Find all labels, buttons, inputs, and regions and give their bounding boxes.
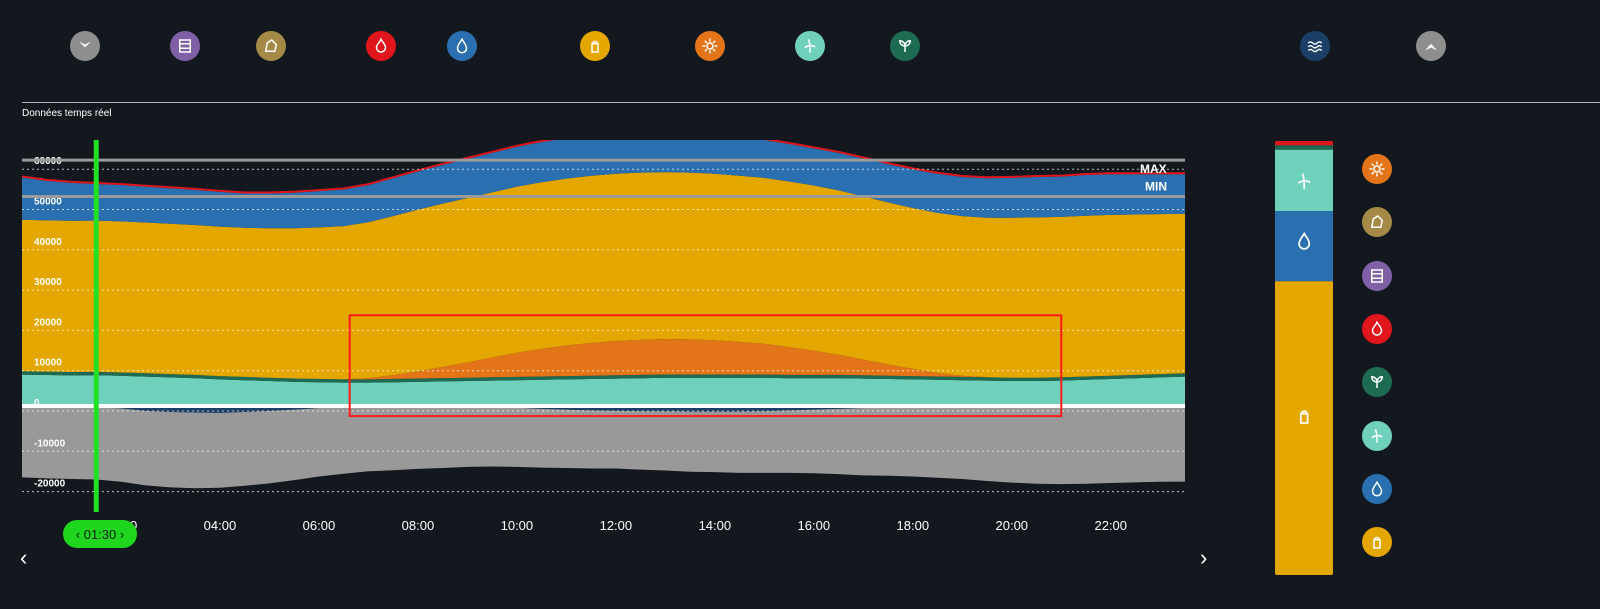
production-area-chart[interactable]: 60000 50000 40000 30000 20000 10000 0 -10000 -20… xyxy=(0,140,1220,540)
x-tick-label: 04:00 xyxy=(204,518,237,533)
eolien-icon xyxy=(1362,420,1392,451)
fioul-icon xyxy=(170,31,200,61)
legend-row xyxy=(1362,419,1587,453)
y-tick-label: 10000 xyxy=(34,358,62,369)
x-tick-label: 22:00 xyxy=(1094,518,1127,533)
min-label: MIN xyxy=(1145,179,1167,193)
x-tick-label: 16:00 xyxy=(798,518,831,533)
fioul-icon xyxy=(1362,260,1392,291)
mix-segment-bioénergies xyxy=(1275,145,1333,150)
legend-row xyxy=(1362,152,1587,186)
y-tick-label: -10000 xyxy=(34,438,66,449)
y-tick-label: 40000 xyxy=(34,237,62,248)
next-day-button[interactable]: › xyxy=(1200,545,1208,570)
y-tick-label: -20000 xyxy=(34,479,66,490)
x-tick-label: 14:00 xyxy=(699,518,732,533)
area-éolien xyxy=(22,374,1185,406)
hydraulique-icon xyxy=(1362,473,1392,504)
nucleaire-icon xyxy=(1299,410,1309,424)
legend-row xyxy=(1362,312,1587,346)
chevron-right-icon: › xyxy=(116,526,125,542)
realtime-label: Données temps réel xyxy=(22,108,112,119)
y-tick-label: 20000 xyxy=(34,317,62,328)
legend-row xyxy=(1362,525,1587,559)
legend-row xyxy=(1362,205,1587,239)
y-tick-label: 30000 xyxy=(34,277,62,288)
gaz-icon xyxy=(1362,313,1392,344)
y-tick-label: 60000 xyxy=(34,156,62,167)
y-tick-label: 0 xyxy=(34,398,40,409)
legend-row xyxy=(1362,259,1587,293)
bioenergies-icon xyxy=(1362,367,1392,398)
solaire-icon xyxy=(1362,154,1392,184)
pompage-icon xyxy=(1300,31,1330,61)
energy-mix-bar xyxy=(1275,141,1333,575)
nucleaire-icon xyxy=(1362,527,1392,558)
x-tick-label: 08:00 xyxy=(402,518,435,533)
legend-row xyxy=(1362,472,1587,506)
chevron-left-icon: ‹ xyxy=(75,526,84,542)
x-tick-label: 10:00 xyxy=(501,518,534,533)
area-bioénergies xyxy=(22,371,1185,383)
y-tick-label: 50000 xyxy=(34,197,62,208)
eolien-icon xyxy=(1297,173,1311,189)
header-divider xyxy=(22,102,1600,103)
charbon-icon xyxy=(1362,207,1392,238)
export-icon xyxy=(1416,31,1446,61)
area-solaire xyxy=(22,339,1185,380)
nucleaire-icon xyxy=(580,31,610,61)
eolien-icon xyxy=(795,31,825,61)
hydraulique-icon xyxy=(447,31,477,61)
hydraulique-icon xyxy=(1298,231,1311,250)
mix-segment-hydraulique xyxy=(1275,211,1333,282)
x-tick-label: 18:00 xyxy=(897,518,930,533)
solaire-icon xyxy=(695,31,725,61)
gaz-icon xyxy=(366,31,396,61)
mix-segment-gaz xyxy=(1275,141,1333,146)
highlight-box xyxy=(348,314,1063,418)
time-cursor-value: 01:30 xyxy=(83,526,117,542)
legend-row xyxy=(1362,365,1587,399)
x-tick-label: 12:00 xyxy=(600,518,633,533)
area-hydraulique xyxy=(22,140,1185,229)
max-label: MAX xyxy=(1140,162,1167,176)
mix-segment-nucléaire xyxy=(1275,281,1333,575)
import-icon xyxy=(70,31,100,61)
area-nucléaire xyxy=(22,172,1185,380)
x-tick-label: 06:00 xyxy=(303,518,336,533)
bioenergies-icon xyxy=(890,31,920,61)
sources-header xyxy=(0,0,1600,102)
x-tick-label: 20:00 xyxy=(996,518,1029,533)
charbon-icon xyxy=(256,31,286,61)
area-export xyxy=(22,406,1185,489)
time-cursor-badge[interactable]: ‹ 01:30 › xyxy=(63,520,137,548)
prev-day-button[interactable]: ‹ xyxy=(20,545,28,570)
